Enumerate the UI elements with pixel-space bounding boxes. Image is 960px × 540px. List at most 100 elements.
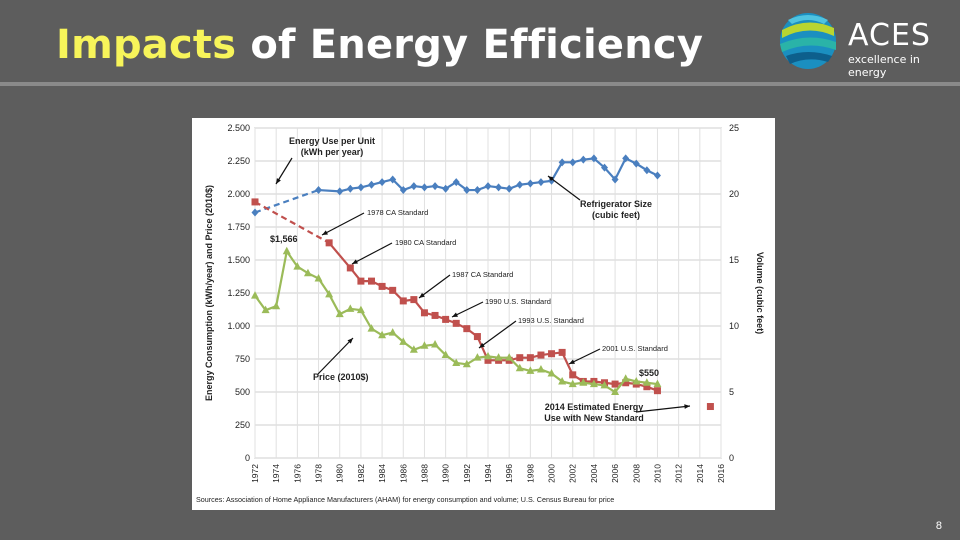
annotation-std-1990: 1990 U.S. Standard — [485, 297, 551, 306]
y-tick-label: 750 — [235, 354, 250, 364]
energy-point — [357, 277, 365, 285]
energy-point — [537, 351, 545, 359]
x-tick-label: 1986 — [398, 464, 408, 483]
x-tick-label: 1976 — [292, 464, 302, 483]
price-point — [526, 366, 535, 374]
arrow-fridge — [547, 175, 581, 201]
annotation-std-1980: 1980 CA Standard — [395, 238, 456, 247]
y2-tick-label: 5 — [729, 387, 734, 397]
energy-point — [399, 297, 407, 305]
x-tick-label: 2004 — [589, 464, 599, 483]
title-divider — [0, 82, 960, 86]
size-point — [611, 175, 619, 184]
price-point — [579, 378, 588, 386]
x-tick-label: 1982 — [356, 464, 366, 483]
size-point — [569, 158, 577, 167]
arrow-1987 — [418, 274, 451, 299]
arrow-price — [317, 337, 354, 375]
x-tick-label: 2016 — [716, 464, 726, 483]
x-tick-label: 1972 — [250, 464, 260, 483]
price-point — [409, 345, 418, 353]
arrow-1990-head — [452, 312, 458, 317]
arrow-estimate-head — [684, 404, 690, 409]
energy-point — [622, 379, 630, 387]
price-point — [515, 363, 524, 372]
size-point — [601, 163, 608, 172]
price-point — [251, 291, 259, 299]
chart-source-note: Sources: Association of Home Appliance M… — [196, 495, 614, 504]
estimate-point — [706, 403, 714, 411]
energy-point — [378, 282, 386, 290]
chart-image: 0 250 500 750 1.000 1.250 1.500 1.750 2.000 2.250… — [192, 118, 775, 510]
arrow-estimate — [635, 405, 691, 413]
energy-point — [463, 325, 471, 333]
x-tick-label: 1974 — [271, 464, 281, 483]
x-tick-label: 2012 — [674, 464, 684, 483]
price-point — [452, 358, 461, 366]
size-point — [548, 176, 556, 185]
energy-point — [420, 309, 428, 317]
x-tick-label: 2002 — [568, 464, 578, 483]
energy-point — [643, 383, 651, 391]
price-point — [335, 309, 344, 318]
price-point — [441, 350, 450, 359]
price-point — [484, 351, 492, 360]
annotation-price-peak: $1,566 — [270, 234, 298, 244]
annotation-price-end: $550 — [639, 368, 659, 378]
x-tick-label: 2008 — [631, 464, 641, 483]
arrow-1980-head — [352, 259, 358, 264]
logo-wordmark: ACES — [848, 18, 931, 53]
energy-point — [431, 311, 439, 319]
price-point — [293, 262, 302, 270]
size-point — [368, 180, 375, 189]
y-tick-label: 1.000 — [227, 321, 250, 331]
size-point — [378, 178, 386, 187]
globe-icon — [780, 13, 836, 69]
price-point — [505, 353, 514, 361]
arrow-2001-head — [569, 359, 575, 364]
energy-point — [653, 387, 661, 395]
price-point — [547, 369, 556, 377]
price-point — [462, 359, 471, 368]
energy-point — [346, 264, 354, 272]
size-point — [495, 183, 503, 192]
arrow-1990 — [451, 301, 484, 318]
size-point — [579, 155, 587, 164]
size-point — [590, 154, 598, 163]
size-point — [315, 186, 323, 195]
size-point — [410, 182, 418, 191]
slide-title-accent: Impacts — [56, 22, 237, 68]
energy-point — [410, 296, 418, 304]
y2-tick-label: 10 — [729, 321, 739, 331]
size-point — [420, 183, 428, 192]
x-tick-label: 1988 — [419, 464, 429, 483]
size-point — [537, 178, 545, 187]
x-tick-label: 1980 — [335, 464, 345, 483]
size-point — [452, 178, 460, 187]
energy-point — [473, 333, 481, 341]
energy-point — [389, 286, 397, 294]
price-point — [536, 365, 545, 373]
energy-point — [558, 348, 566, 356]
price-point — [356, 305, 365, 314]
y-tick-label: 1.750 — [227, 222, 250, 232]
x-tick-label: 1994 — [483, 464, 493, 483]
price-point — [325, 289, 334, 298]
annotation-std-1978: 1978 CA Standard — [367, 208, 428, 217]
energy-point — [526, 354, 534, 362]
arrow-fridge-head — [548, 176, 554, 182]
price-point — [653, 379, 662, 388]
y2-axis-label: Volume (cubic feet) — [755, 252, 765, 334]
y-tick-label: 2.500 — [227, 123, 250, 133]
annotation-std-1993: 1993 U.S. Standard — [518, 316, 584, 325]
size-point — [516, 180, 524, 189]
energy-point — [452, 319, 460, 327]
energy-point — [611, 380, 619, 388]
y-axis-label: Energy Consumption (kWh/year) and Price … — [204, 185, 214, 401]
price-point — [367, 324, 376, 332]
price-point — [388, 328, 397, 336]
arrow-1993-head — [479, 342, 485, 348]
size-point — [505, 184, 513, 193]
arrow-price-head — [347, 338, 353, 344]
price-point — [399, 337, 408, 345]
